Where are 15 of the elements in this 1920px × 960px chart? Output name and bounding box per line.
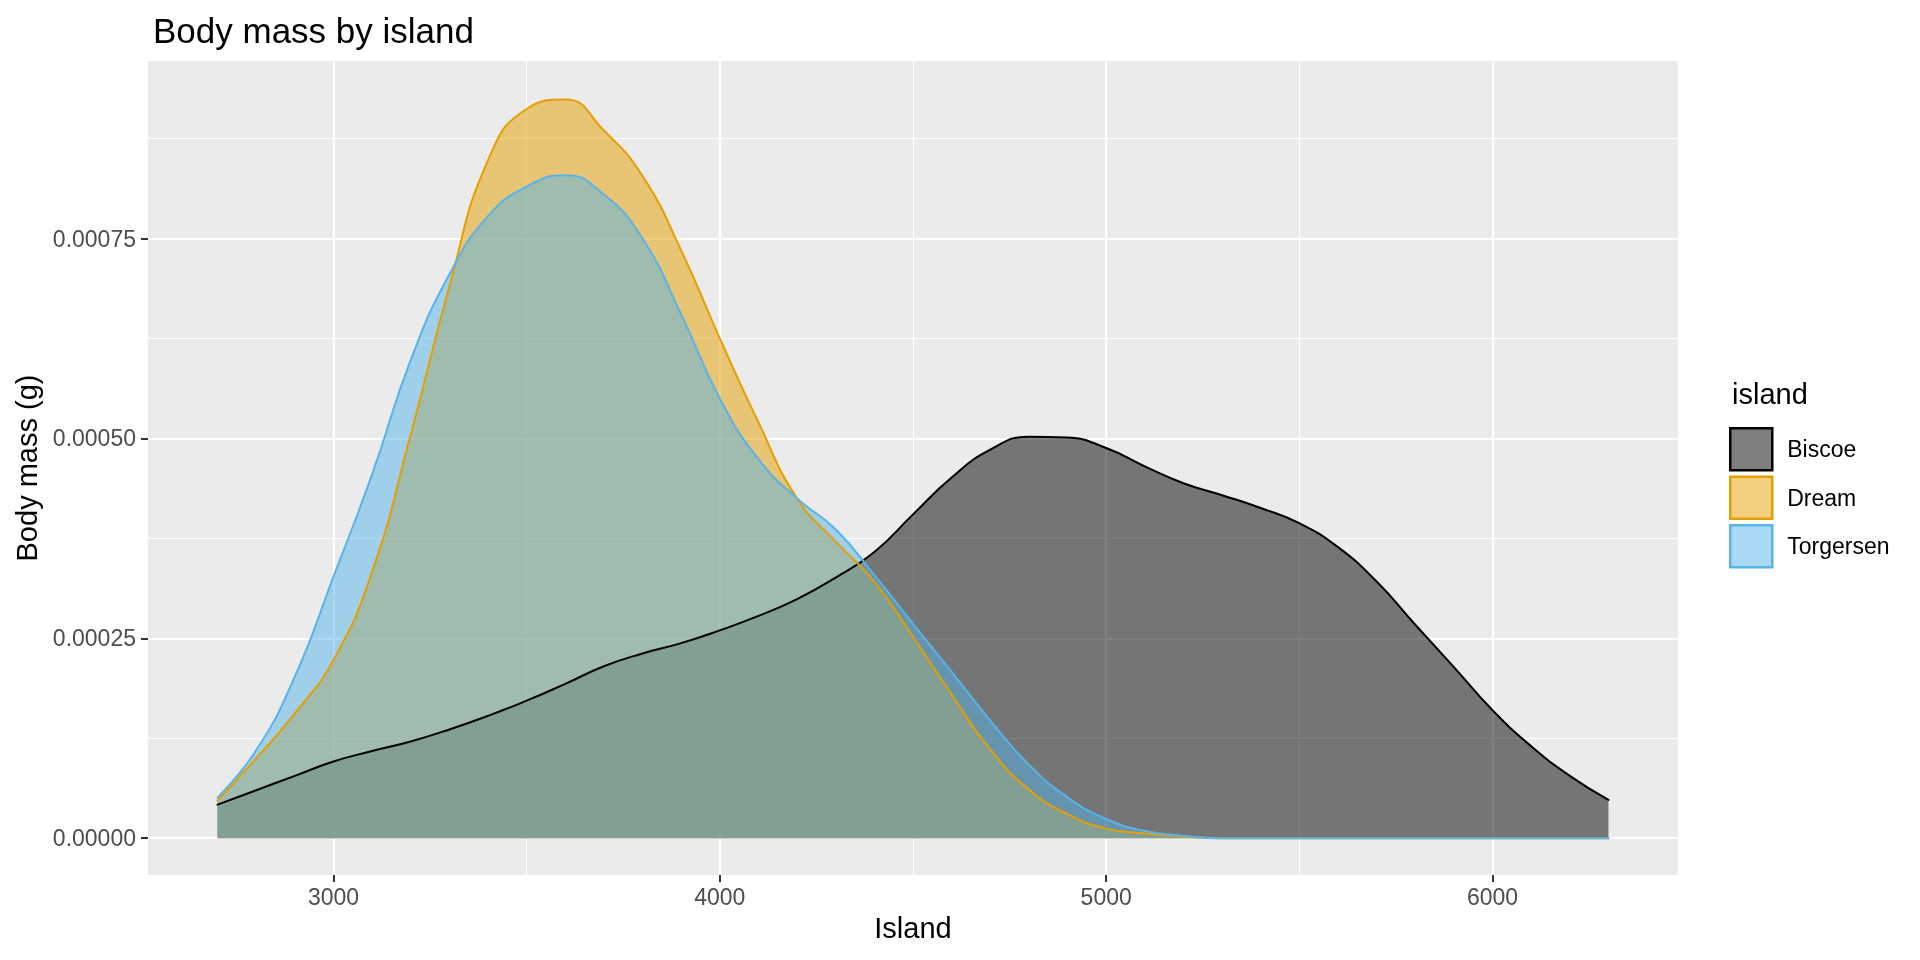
- x-tick-label: 6000: [1466, 883, 1519, 910]
- y-tick-label: 0.00075: [52, 225, 136, 252]
- y-tick-label: 0.00025: [52, 625, 136, 652]
- legend-label: Dream: [1787, 484, 1857, 511]
- y-tick-label: 0.00000: [52, 825, 136, 852]
- x-tick-label: 5000: [1080, 883, 1132, 910]
- legend-label: Biscoe: [1787, 436, 1857, 463]
- legend-title: island: [1732, 377, 1808, 410]
- x-tick-label: 4000: [694, 883, 746, 910]
- x-axis-title: Island: [874, 911, 952, 944]
- chart-title: Body mass by island: [153, 11, 474, 50]
- legend-label: Torgersen: [1787, 533, 1890, 560]
- y-axis-title: Body mass (g): [11, 374, 44, 562]
- x-tick-label: 3000: [307, 883, 360, 910]
- y-tick-label: 0.00050: [52, 425, 136, 452]
